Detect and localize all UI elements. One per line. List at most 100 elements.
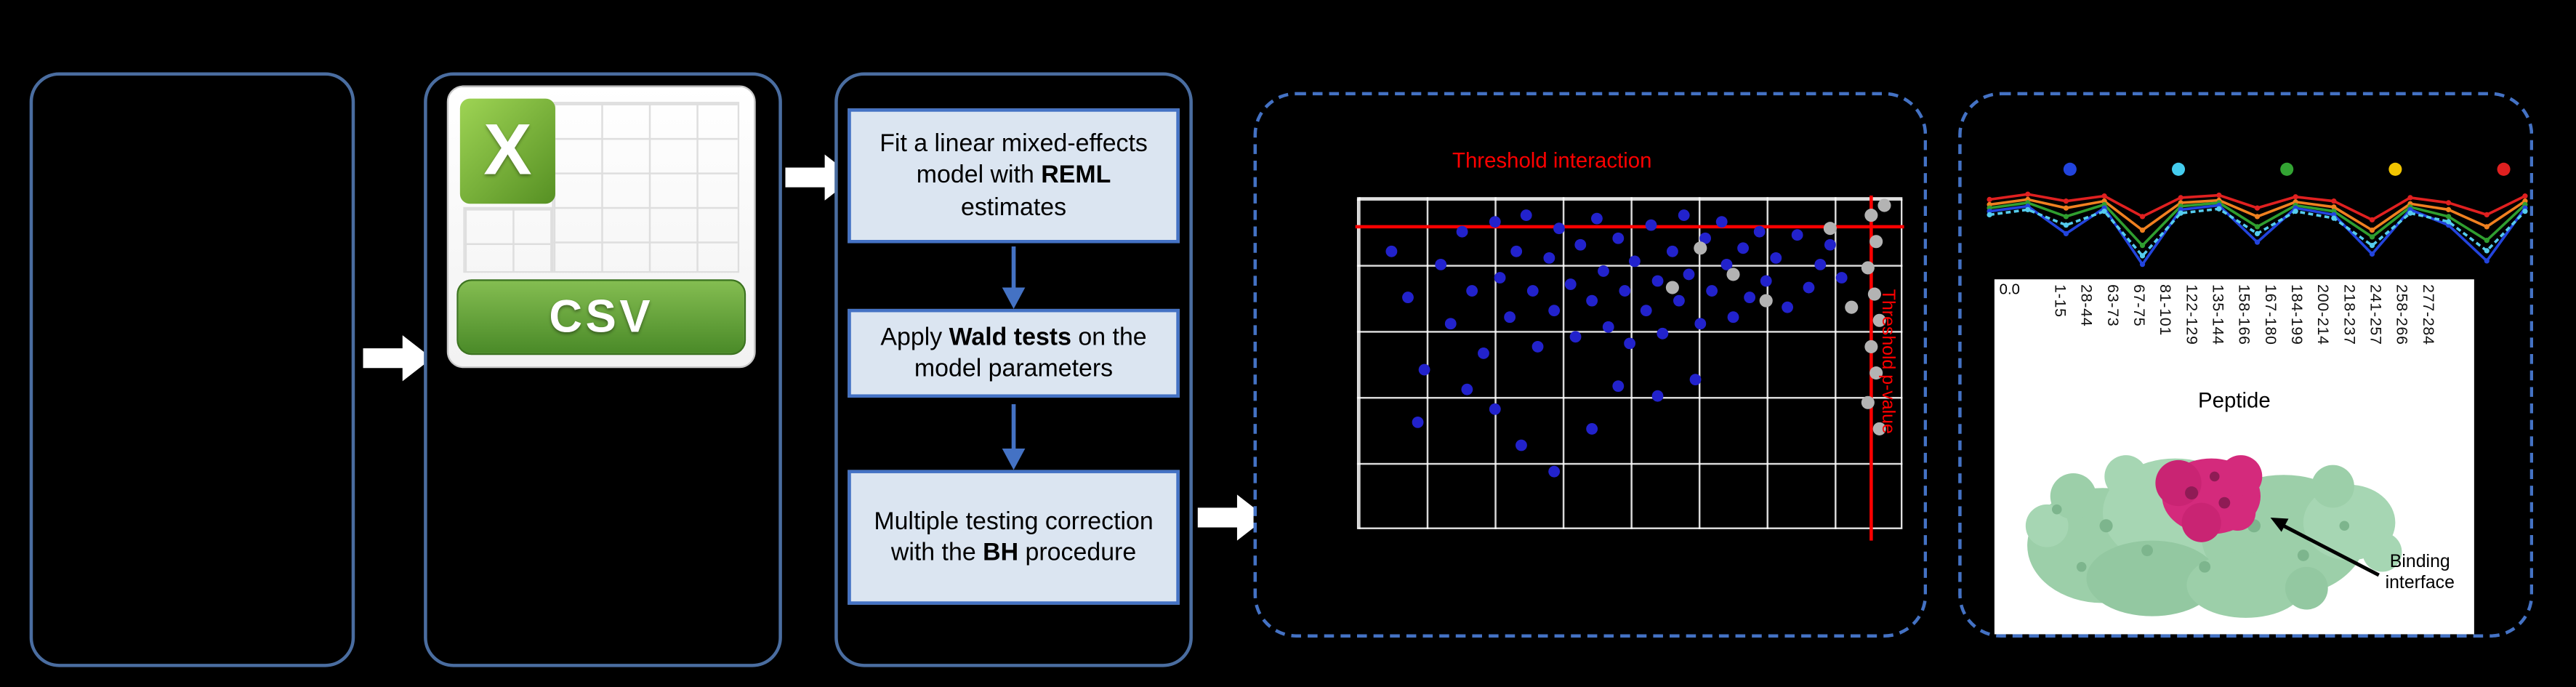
- profile-marker: [2445, 219, 2452, 225]
- scatter-point-significant: [1516, 439, 1527, 451]
- profile-marker: [2484, 212, 2490, 218]
- csv-grid: [552, 102, 740, 273]
- scatter-point-significant: [1521, 209, 1533, 221]
- peptide-tick-label: 200-214: [2313, 284, 2332, 345]
- profile-marker: [2254, 214, 2261, 220]
- scatter-point-significant: [1488, 403, 1500, 415]
- step-text: procedure: [1018, 539, 1137, 567]
- peptide-tick-label: 28-44: [2076, 284, 2095, 327]
- profile-marker: [2331, 204, 2337, 210]
- step-text-bold: BH: [983, 539, 1019, 567]
- scatter-point-significant: [1651, 275, 1663, 287]
- scatter-point-significant: [1754, 225, 1766, 238]
- profile-marker: [2101, 193, 2107, 199]
- scatter-point-significant: [1699, 232, 1712, 244]
- scatter-point-significant: [1715, 216, 1728, 228]
- scatter-point-significant: [1781, 301, 1793, 313]
- threshold-pvalue-label: Threshold p-value: [1877, 289, 1898, 434]
- scatter-point-significant: [1569, 331, 1582, 343]
- scatter-point-significant: [1814, 258, 1826, 270]
- profile-marker: [2445, 206, 2452, 213]
- peptide-tick-label: 158-166: [2234, 284, 2253, 345]
- profile-marker: [2139, 228, 2146, 233]
- scatter-point-nonsignificant: [1694, 241, 1707, 255]
- scatter-point-significant: [1737, 242, 1750, 254]
- scatter-point-significant: [1792, 229, 1804, 241]
- profile-marker: [2254, 230, 2261, 237]
- scatter-point-significant: [1759, 275, 1771, 287]
- scatter-point-significant: [1694, 318, 1706, 330]
- profile-marker: [2178, 195, 2183, 201]
- series-dot: [2171, 162, 2186, 176]
- step-text: Fit a linear mixed-effects model with: [880, 130, 1148, 190]
- scatter-point-nonsignificant: [1864, 209, 1878, 222]
- profile-marker: [2139, 243, 2146, 249]
- peptide-tick-label: 81-101: [2155, 284, 2174, 336]
- profile-marker: [2216, 192, 2222, 198]
- csv-grid: [463, 206, 552, 273]
- scatter-point-significant: [1689, 374, 1701, 386]
- step-text: on the model parameters: [914, 323, 1147, 383]
- scatter-point-significant: [1477, 347, 1489, 359]
- step-text-bold: REML: [1041, 161, 1111, 190]
- scatter-point-nonsignificant: [1877, 198, 1891, 212]
- scatter-point-significant: [1510, 245, 1522, 257]
- scatter-point-significant: [1488, 216, 1500, 228]
- scatter-point-significant: [1412, 416, 1425, 428]
- scatter-point-nonsignificant: [1867, 287, 1880, 301]
- profile-marker: [2139, 253, 2146, 259]
- threshold-interaction-label: Threshold interaction: [1452, 148, 1652, 173]
- scatter-point-significant: [1835, 272, 1847, 284]
- scatter-point-significant: [1629, 255, 1641, 268]
- profile-marker: [2407, 195, 2413, 201]
- scatter-point-significant: [1651, 390, 1663, 402]
- annotation-arrow-icon: [2270, 517, 2380, 577]
- scatter-point-significant: [1505, 311, 1516, 324]
- step-text: Multiple testing correction with the: [874, 507, 1154, 567]
- peptide-tick-label: 258-266: [2391, 284, 2410, 345]
- step-text: estimates: [960, 193, 1067, 222]
- peptide-tick-label: 277-284: [2418, 284, 2436, 345]
- profile-marker: [2101, 209, 2107, 214]
- series-dot: [2063, 162, 2077, 176]
- profile-marker: [2063, 214, 2069, 220]
- peptide-tick-label: 63-73: [2103, 284, 2121, 327]
- pipeline-step-wald-text: Apply Wald tests on the model parameters: [861, 322, 1166, 385]
- series-dot: [2388, 162, 2402, 176]
- pipeline-step-bh: Multiple testing correction with the BH …: [848, 470, 1180, 605]
- series-dot: [2280, 162, 2294, 176]
- scatter-point-nonsignificant: [1861, 261, 1875, 275]
- profile-marker: [2484, 248, 2490, 254]
- csv-banner-label: CSV: [456, 279, 746, 355]
- scatter-point-significant: [1721, 258, 1734, 270]
- scatter-point-significant: [1575, 238, 1587, 251]
- profile-marker: [2369, 251, 2375, 257]
- series-dots-row: [1981, 162, 2533, 180]
- profile-marker: [2254, 224, 2261, 230]
- scatter-point-nonsignificant: [1869, 235, 1883, 249]
- scatter-point-significant: [1455, 225, 1468, 238]
- scatter-point-nonsignificant: [1861, 395, 1875, 409]
- scatter-point-significant: [1678, 209, 1690, 221]
- scatter-point-significant: [1770, 252, 1782, 264]
- profile-marker: [2178, 210, 2183, 216]
- peptide-tick-label: 135-144: [2207, 284, 2226, 345]
- scatter-point-significant: [1445, 318, 1457, 330]
- profile-marker: [2025, 206, 2031, 213]
- profile-marker: [2293, 209, 2298, 214]
- excel-x-logo: X: [459, 98, 555, 204]
- profile-marker: [2025, 191, 2031, 197]
- scatter-point-nonsignificant: [1872, 422, 1886, 435]
- scatter-point-significant: [1667, 245, 1679, 257]
- profile-marker: [1987, 212, 1992, 218]
- peptide-tick-label: 218-237: [2339, 284, 2358, 345]
- profile-marker: [2445, 214, 2452, 220]
- scatter-point-significant: [1494, 272, 1506, 284]
- binding-site-surface: [2155, 455, 2263, 542]
- scatter-point-significant: [1526, 285, 1538, 297]
- binding-interface-label: Binding interface: [2385, 552, 2455, 593]
- scatter-point-significant: [1434, 258, 1446, 270]
- scatter-point-nonsignificant: [1869, 366, 1883, 380]
- scatter-point-significant: [1466, 285, 1478, 297]
